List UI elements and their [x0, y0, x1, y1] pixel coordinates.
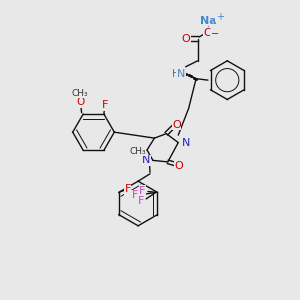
Text: O: O	[172, 120, 181, 130]
Text: Na: Na	[200, 16, 216, 26]
Text: O: O	[76, 97, 84, 107]
Text: O: O	[181, 34, 190, 44]
Text: CH₃: CH₃	[72, 89, 88, 98]
Text: F: F	[140, 186, 146, 196]
Text: O: O	[175, 161, 184, 171]
Text: F: F	[124, 184, 131, 194]
Text: N: N	[177, 69, 185, 79]
Text: +: +	[216, 12, 224, 22]
Text: N: N	[142, 155, 151, 165]
Text: F: F	[132, 190, 138, 200]
Text: −: −	[211, 29, 219, 39]
Text: CH₃: CH₃	[129, 147, 146, 156]
Text: H: H	[172, 69, 179, 79]
Text: F: F	[138, 196, 144, 206]
Text: N: N	[182, 138, 190, 148]
Text: F: F	[102, 100, 109, 110]
Text: O: O	[204, 28, 212, 38]
